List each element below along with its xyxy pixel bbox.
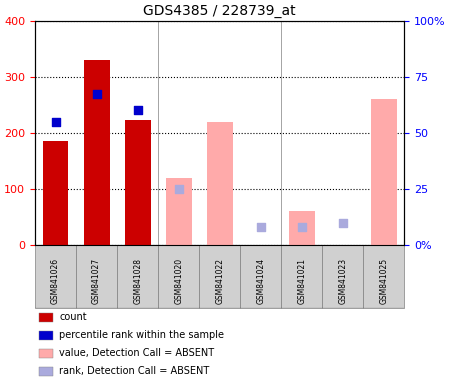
Point bbox=[257, 224, 265, 230]
Text: percentile rank within the sample: percentile rank within the sample bbox=[59, 330, 224, 340]
FancyBboxPatch shape bbox=[281, 245, 322, 308]
FancyBboxPatch shape bbox=[35, 245, 76, 308]
Bar bbox=[371, 99, 397, 245]
Point bbox=[52, 119, 59, 125]
Text: GSM841021: GSM841021 bbox=[297, 258, 306, 304]
Bar bbox=[207, 122, 233, 245]
FancyBboxPatch shape bbox=[199, 245, 240, 308]
Bar bbox=[39, 349, 54, 358]
Point bbox=[93, 91, 100, 97]
Text: value, Detection Call = ABSENT: value, Detection Call = ABSENT bbox=[59, 348, 214, 358]
Text: GSM841026: GSM841026 bbox=[51, 258, 60, 304]
Text: GSM841024: GSM841024 bbox=[256, 258, 266, 304]
Bar bbox=[39, 367, 54, 376]
Text: GSM841027: GSM841027 bbox=[92, 258, 101, 304]
Point bbox=[298, 224, 306, 230]
Text: GSM841023: GSM841023 bbox=[338, 258, 347, 304]
Text: GSM841022: GSM841022 bbox=[215, 258, 224, 304]
Point bbox=[134, 107, 141, 113]
Bar bbox=[43, 141, 68, 245]
Text: GSM841028: GSM841028 bbox=[133, 258, 142, 304]
Title: GDS4385 / 228739_at: GDS4385 / 228739_at bbox=[144, 4, 296, 18]
Bar bbox=[166, 178, 192, 245]
Text: count: count bbox=[59, 312, 87, 322]
Point bbox=[175, 186, 182, 192]
FancyBboxPatch shape bbox=[158, 245, 199, 308]
FancyBboxPatch shape bbox=[364, 245, 405, 308]
FancyBboxPatch shape bbox=[76, 245, 117, 308]
Bar bbox=[39, 313, 54, 322]
Text: GSM841020: GSM841020 bbox=[174, 258, 183, 304]
Text: GSM841025: GSM841025 bbox=[379, 258, 388, 304]
FancyBboxPatch shape bbox=[240, 245, 281, 308]
Bar bbox=[39, 331, 54, 340]
Point bbox=[339, 220, 346, 226]
Bar bbox=[289, 212, 315, 245]
Bar bbox=[125, 121, 151, 245]
FancyBboxPatch shape bbox=[117, 245, 158, 308]
FancyBboxPatch shape bbox=[322, 245, 364, 308]
Text: rank, Detection Call = ABSENT: rank, Detection Call = ABSENT bbox=[59, 366, 209, 376]
Bar bbox=[84, 60, 109, 245]
